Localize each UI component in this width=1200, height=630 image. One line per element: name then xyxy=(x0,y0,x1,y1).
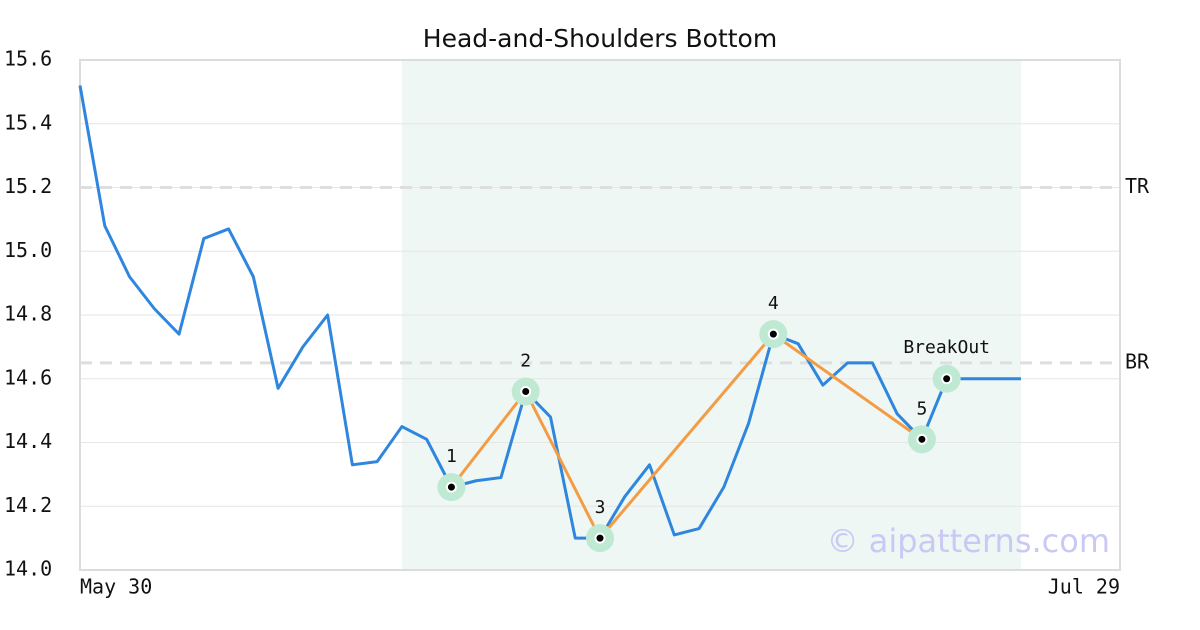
y-tick-label: 15.0 xyxy=(4,238,52,262)
y-tick-label: 14.0 xyxy=(4,557,52,581)
y-tick-label: 14.6 xyxy=(4,365,52,389)
y-tick-label: 15.6 xyxy=(4,47,52,71)
y-tick-label: 15.2 xyxy=(4,174,52,198)
plot-frame xyxy=(79,59,1121,571)
y-tick-label: 14.2 xyxy=(4,493,52,517)
chart-title: Head-and-Shoulders Bottom xyxy=(423,24,777,53)
pattern-point-label: 4 xyxy=(768,293,779,314)
pattern-point-label: 1 xyxy=(446,446,457,467)
pattern-point-label: 2 xyxy=(520,351,531,372)
pattern-point xyxy=(445,481,457,493)
price-line xyxy=(78,85,1021,540)
x-tick-label: May 30 xyxy=(80,575,152,599)
pattern-point xyxy=(916,433,928,445)
y-tick-label: 15.4 xyxy=(4,110,52,134)
reference-label: BR xyxy=(1125,349,1150,373)
pattern-point xyxy=(520,386,532,397)
pattern-point-label: 3 xyxy=(595,497,606,518)
pattern-point xyxy=(767,328,779,340)
watermark: © aipatterns.com xyxy=(827,522,1110,560)
y-tick-label: 14.4 xyxy=(4,429,52,453)
pattern-point-label: 5 xyxy=(916,398,927,419)
breakout-point xyxy=(941,373,953,385)
y-tick-label: 14.8 xyxy=(4,302,52,326)
breakout-label: BreakOut xyxy=(903,337,990,358)
x-tick-label: Jul 29 xyxy=(1048,575,1120,599)
reference-label: TR xyxy=(1125,174,1150,198)
pattern-point xyxy=(594,532,606,544)
